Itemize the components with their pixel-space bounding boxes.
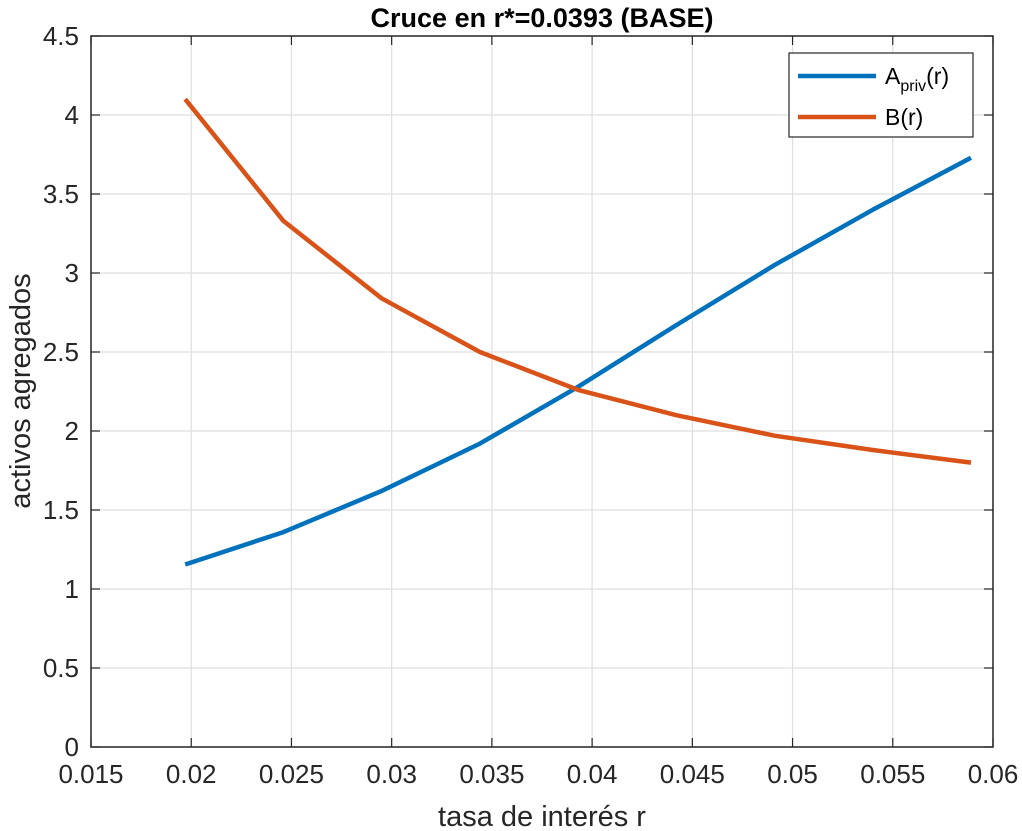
x-tick-label: 0.025 — [259, 759, 324, 789]
x-tick-label: 0.035 — [459, 759, 524, 789]
plot-frame — [90, 35, 994, 748]
series-line-a-priv — [184, 155, 973, 567]
x-axis-ticks: 0.015 0.02 0.025 0.03 0.035 0.04 0.045 0.05 0.05… — [58, 36, 1018, 789]
legend-label-a-main: A — [885, 63, 901, 89]
legend-label-a-sub: priv — [900, 78, 926, 95]
y-tick-label: 2.5 — [43, 337, 79, 367]
y-tick-label: 3.5 — [43, 179, 79, 209]
legend: Apriv(r) B(r) — [788, 52, 974, 138]
x-tick-label: 0.04 — [567, 759, 618, 789]
x-axis-label: tasa de interés r — [438, 801, 646, 831]
x-tick-label: 0.03 — [366, 759, 417, 789]
series-line-b — [183, 97, 972, 465]
x-tick-label: 0.05 — [767, 759, 818, 789]
x-tick-label: 0.02 — [166, 759, 217, 789]
y-tick-label: 0.5 — [43, 653, 79, 683]
legend-box — [788, 52, 974, 138]
legend-label-a-tail: (r) — [926, 63, 949, 89]
y-tick-label: 1 — [65, 574, 79, 604]
plot-area — [91, 36, 993, 747]
y-axis-label: activos agregados — [5, 273, 37, 508]
series-layer — [183, 97, 973, 567]
y-tick-label: 1.5 — [43, 495, 79, 525]
y-tick-label: 0 — [65, 732, 79, 762]
x-tick-label: 0.015 — [58, 759, 123, 789]
y-tick-label: 2 — [65, 416, 79, 446]
legend-label-b: B(r) — [885, 104, 923, 130]
y-tick-label: 3 — [65, 258, 79, 288]
legend-label-a-priv: Apriv(r) — [885, 63, 949, 95]
chart-title: Cruce en r*=0.0393 (BASE) — [371, 3, 714, 33]
y-tick-label: 4 — [65, 100, 79, 130]
x-tick-label: 0.055 — [860, 759, 925, 789]
x-tick-label: 0.06 — [968, 759, 1019, 789]
x-tick-label: 0.045 — [660, 759, 725, 789]
y-axis-ticks: 0 0.5 1 1.5 2 2.5 3 3.5 4 4.5 — [43, 21, 993, 762]
y-tick-label: 4.5 — [43, 21, 79, 51]
